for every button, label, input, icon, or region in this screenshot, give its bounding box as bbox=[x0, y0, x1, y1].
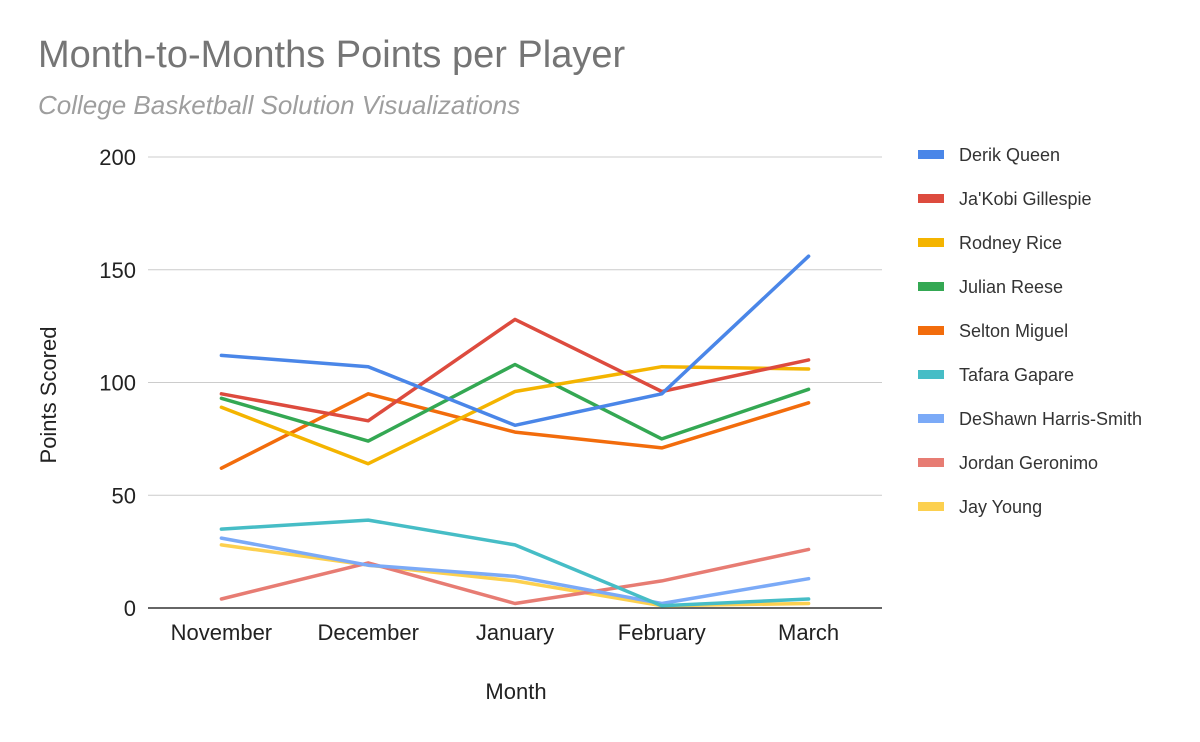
legend-label: Jordan Geronimo bbox=[959, 453, 1098, 473]
legend-item[interactable]: DeShawn Harris-Smith bbox=[918, 409, 1142, 429]
legend-item[interactable]: Derik Queen bbox=[918, 145, 1060, 165]
chart-title: Month-to-Months Points per Player bbox=[38, 34, 626, 76]
y-axis-title: Points Scored bbox=[36, 327, 61, 464]
legend-label: DeShawn Harris-Smith bbox=[959, 409, 1142, 429]
legend-label: Derik Queen bbox=[959, 145, 1060, 165]
series-lines bbox=[219, 254, 811, 608]
legend-swatch bbox=[918, 326, 944, 335]
legend-item[interactable]: Ja'Kobi Gillespie bbox=[918, 189, 1092, 209]
y-tick-label: 100 bbox=[99, 371, 136, 396]
legend-item[interactable]: Jordan Geronimo bbox=[918, 453, 1098, 473]
x-tick-label: January bbox=[476, 620, 554, 645]
legend-label: Ja'Kobi Gillespie bbox=[959, 189, 1092, 209]
series-line[interactable] bbox=[219, 536, 811, 606]
legend-label: Jay Young bbox=[959, 497, 1042, 517]
x-tick-label: December bbox=[317, 620, 418, 645]
legend-swatch bbox=[918, 194, 944, 203]
x-axis-title: Month bbox=[485, 679, 546, 704]
x-tick-labels: November December January February March bbox=[171, 620, 840, 645]
y-tick-labels: 0 50 100 150 200 bbox=[99, 145, 136, 621]
x-tick-label: February bbox=[618, 620, 706, 645]
series-line[interactable] bbox=[219, 518, 811, 608]
legend-swatch bbox=[918, 370, 944, 379]
legend-item[interactable]: Julian Reese bbox=[918, 277, 1063, 297]
legend-swatch bbox=[918, 414, 944, 423]
legend-label: Tafara Gapare bbox=[959, 365, 1074, 385]
legend-swatch bbox=[918, 150, 944, 159]
x-tick-label: November bbox=[171, 620, 272, 645]
y-tick-label: 200 bbox=[99, 145, 136, 170]
gridlines bbox=[148, 156, 882, 609]
series-line[interactable] bbox=[219, 362, 811, 443]
y-tick-label: 50 bbox=[112, 483, 136, 508]
chart-subtitle: College Basketball Solution Visualizatio… bbox=[38, 90, 521, 120]
legend-swatch bbox=[918, 282, 944, 291]
legend[interactable]: Derik Queen Ja'Kobi Gillespie Rodney Rice J… bbox=[918, 145, 1142, 517]
series-line[interactable] bbox=[219, 254, 811, 428]
legend-swatch bbox=[918, 502, 944, 511]
series-line[interactable] bbox=[219, 317, 811, 423]
legend-item[interactable]: Selton Miguel bbox=[918, 321, 1068, 341]
x-tick-label: March bbox=[778, 620, 839, 645]
series-line[interactable] bbox=[219, 392, 811, 470]
series-line[interactable] bbox=[219, 547, 811, 606]
legend-item[interactable]: Tafara Gapare bbox=[918, 365, 1074, 385]
legend-swatch bbox=[918, 458, 944, 467]
series-line[interactable] bbox=[219, 364, 811, 466]
legend-item[interactable]: Rodney Rice bbox=[918, 233, 1062, 253]
legend-label: Rodney Rice bbox=[959, 233, 1062, 253]
legend-item[interactable]: Jay Young bbox=[918, 497, 1042, 517]
y-tick-label: 0 bbox=[124, 596, 136, 621]
legend-swatch bbox=[918, 238, 944, 247]
legend-label: Julian Reese bbox=[959, 277, 1063, 297]
y-tick-label: 150 bbox=[99, 258, 136, 283]
legend-label: Selton Miguel bbox=[959, 321, 1068, 341]
